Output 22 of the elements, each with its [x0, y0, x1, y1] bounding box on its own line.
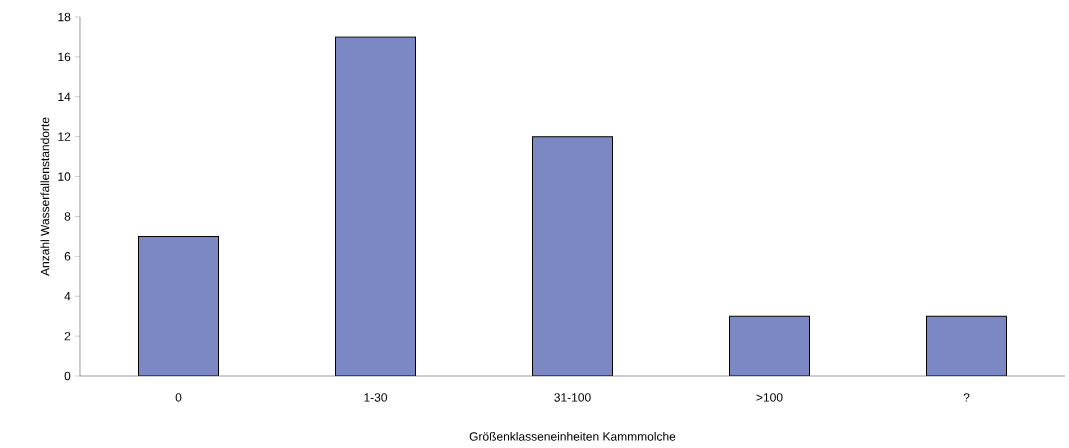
- x-tick-label: 0: [175, 393, 182, 402]
- bar: [532, 136, 613, 376]
- bar: [335, 36, 416, 376]
- y-tick-label: 10: [58, 172, 71, 181]
- y-axis-title: Anzahl Wasserfallenstandorte: [40, 117, 50, 276]
- x-tick-label: ?: [963, 393, 970, 402]
- x-tick-label: 1-30: [364, 393, 388, 402]
- bar: [138, 235, 219, 376]
- y-tick-label: 14: [58, 92, 71, 101]
- x-axis-title: Größenklasseneinheiten Kammmolche: [469, 431, 676, 441]
- y-tick-label: 16: [58, 52, 71, 62]
- y-tick-label: 6: [64, 252, 71, 261]
- x-tick-label: 31-100: [554, 393, 591, 402]
- y-tick-label: 0: [64, 371, 71, 381]
- y-tick-label: 12: [58, 132, 71, 141]
- y-tick-label: 4: [64, 292, 71, 301]
- y-tick-label: 2: [64, 331, 71, 341]
- y-tick-label: 8: [64, 212, 71, 221]
- bar: [729, 315, 810, 376]
- bar: [926, 315, 1007, 376]
- y-tick-label: 18: [58, 12, 71, 22]
- x-tick-label: >100: [756, 393, 783, 402]
